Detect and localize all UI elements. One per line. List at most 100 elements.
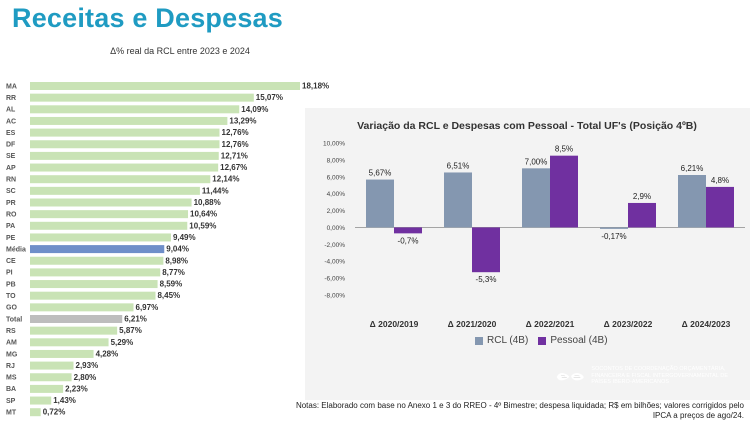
bar	[30, 82, 300, 90]
bar	[30, 326, 118, 335]
bar	[30, 256, 164, 265]
data-label: 9,04%	[166, 245, 189, 254]
bar	[30, 268, 161, 277]
bar	[30, 349, 94, 358]
bar	[600, 227, 628, 229]
category-label: BA	[6, 386, 16, 393]
y-tick-label: -8,00%	[324, 293, 345, 300]
left-chart-title: Δ% real da RCL entre 2023 e 2024	[110, 46, 250, 56]
category-label: SP	[6, 398, 16, 405]
category-label: AC	[6, 118, 16, 125]
bar	[30, 233, 171, 242]
data-label: 2,23%	[65, 384, 88, 393]
bar	[394, 227, 422, 234]
y-tick-label: 8,00%	[327, 157, 346, 164]
bar	[30, 175, 211, 184]
data-label: 6,21%	[124, 315, 147, 324]
category-label: PA	[6, 223, 15, 230]
data-label: 5,87%	[119, 326, 142, 335]
category-label: RO	[6, 211, 17, 218]
data-label: 10,64%	[190, 210, 217, 219]
data-label: 9,49%	[173, 233, 196, 242]
bar	[30, 338, 109, 347]
bar	[30, 186, 200, 195]
bar	[30, 245, 165, 254]
chart-legend: RCL (4B) Pessoal (4B)	[475, 335, 608, 346]
category-label: TO	[6, 293, 16, 300]
data-label: 18,18%	[302, 82, 329, 91]
data-label: 12,76%	[222, 128, 249, 137]
data-label: 10,88%	[194, 198, 221, 207]
notes-text: Notas: Elaborado com base no Anexo 1 e 3…	[295, 401, 744, 420]
bar	[30, 315, 123, 323]
y-tick-label: -2,00%	[324, 242, 345, 249]
bar	[30, 151, 219, 160]
bar	[522, 168, 550, 228]
category-label: MS	[6, 375, 17, 382]
data-label: 2,9%	[633, 192, 651, 201]
category-label: PR	[6, 200, 16, 207]
y-tick-label: 2,00%	[327, 208, 346, 215]
category-label: RS	[6, 328, 16, 335]
data-label: -0,7%	[398, 236, 419, 245]
logo-text: SOCONTOS DE COORDENAÇÃO ORÇAMENTÁRIA, FI…	[591, 365, 729, 386]
category-label: DF	[6, 142, 16, 149]
bar	[30, 210, 189, 219]
y-tick-label: 6,00%	[327, 174, 346, 181]
category-label: PE	[6, 235, 16, 242]
bar	[30, 384, 64, 393]
bar	[444, 172, 472, 228]
category-label: AM	[6, 340, 17, 347]
hands-logo-icon	[556, 372, 584, 381]
data-label: 5,67%	[369, 169, 392, 178]
data-label: 6,21%	[681, 164, 704, 173]
legend-label-rcl: RCL (4B)	[487, 335, 529, 346]
category-label: RR	[6, 95, 16, 102]
bar	[30, 291, 156, 300]
data-label: 8,45%	[157, 291, 180, 300]
data-label: 0,72%	[43, 408, 66, 417]
organization-logo: SOCONTOS DE COORDENAÇÃO ORÇAMENTÁRIA, FI…	[555, 355, 740, 397]
legend-swatch-rcl	[475, 336, 483, 345]
x-tick-label: Δ 2024/2023	[682, 319, 731, 329]
category-label: GO	[6, 305, 17, 312]
data-label: 6,51%	[447, 161, 470, 170]
data-label: 7,00%	[525, 157, 548, 166]
right-chart-title: Variação da RCL e Despesas com Pessoal -…	[357, 120, 697, 132]
x-tick-label: Δ 2023/2022	[604, 319, 653, 329]
page-title: Receitas e Despesas	[12, 3, 283, 33]
data-label: 4,8%	[711, 176, 729, 185]
legend-label-pessoal: Pessoal (4B)	[550, 335, 608, 346]
data-label: 2,80%	[74, 373, 97, 382]
bar	[30, 361, 74, 370]
bar	[30, 116, 228, 125]
data-label: 5,29%	[111, 338, 134, 347]
bar	[366, 179, 394, 228]
category-label: SE	[6, 153, 16, 160]
data-label: 12,14%	[212, 175, 239, 184]
bar	[30, 221, 188, 230]
bar	[30, 373, 72, 382]
bar	[30, 140, 220, 149]
data-label: -5,3%	[476, 275, 497, 284]
category-label: RN	[6, 177, 16, 184]
bar	[30, 198, 192, 207]
bar	[678, 175, 706, 228]
category-label: AP	[6, 165, 16, 172]
category-label: Média	[6, 246, 26, 253]
data-label: 8,59%	[160, 280, 183, 289]
bar	[30, 128, 220, 137]
y-tick-label: -6,00%	[324, 276, 345, 283]
data-label: 4,28%	[96, 349, 119, 358]
category-label: AL	[6, 107, 16, 114]
data-label: 15,07%	[256, 93, 283, 102]
data-label: 14,09%	[241, 105, 268, 114]
legend-item-rcl: RCL (4B)	[475, 335, 528, 346]
rcl-ranking-chart: MA 18,18% RR 15,07% AL 14,09% AC 13,29% ES 12,76%…	[6, 82, 329, 417]
rcl-pessoal-variation-chart: -8,00% -6,00% -4,00% -2,00% 0,00% 2,00% 4,00% 6…	[323, 141, 745, 329]
data-label: 2,93%	[76, 361, 99, 370]
data-label: 10,59%	[189, 221, 216, 230]
data-label: 8,5%	[555, 145, 573, 154]
category-label: Total	[6, 316, 22, 323]
category-label: PB	[6, 281, 16, 288]
